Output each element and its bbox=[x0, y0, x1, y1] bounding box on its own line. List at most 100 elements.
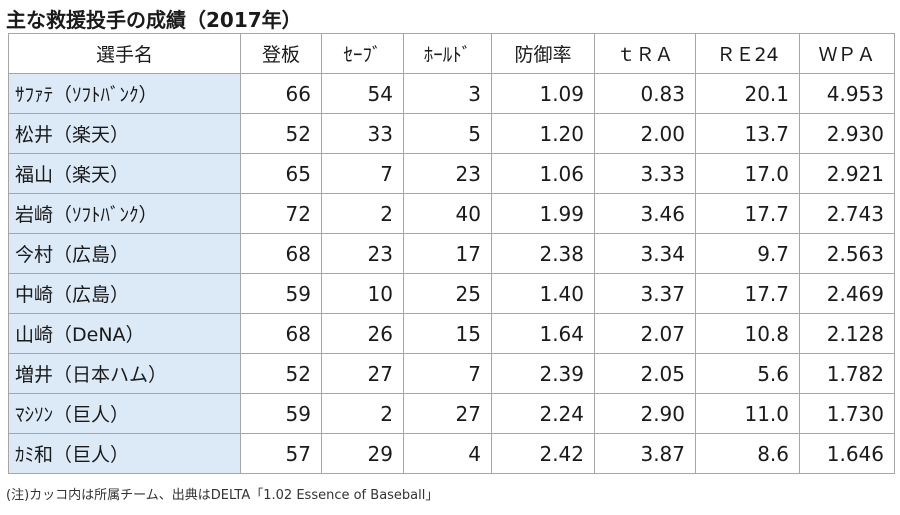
re24-cell: 8.6 bbox=[695, 433, 800, 474]
col-header-holds: ﾎｰﾙﾄﾞ bbox=[403, 33, 492, 74]
table-row: 松井（楽天） 52 33 5 1.20 2.00 13.7 2.930 bbox=[8, 113, 895, 154]
col-header-appearances: 登板 bbox=[240, 33, 322, 74]
tra-cell: 3.37 bbox=[594, 273, 696, 314]
wpa-cell: 2.469 bbox=[799, 273, 895, 314]
re24-cell: 17.7 bbox=[695, 193, 800, 234]
wpa-cell: 2.921 bbox=[799, 153, 895, 194]
re24-cell: 20.1 bbox=[695, 73, 800, 114]
appearances-cell: 52 bbox=[240, 113, 322, 154]
saves-cell: 26 bbox=[321, 313, 404, 354]
era-cell: 1.99 bbox=[491, 193, 595, 234]
tra-cell: 3.46 bbox=[594, 193, 696, 234]
re24-cell: 5.6 bbox=[695, 353, 800, 394]
table-row: 増井（日本ハム） 52 27 7 2.39 2.05 5.6 1.782 bbox=[8, 353, 895, 394]
holds-cell: 4 bbox=[403, 433, 492, 474]
col-header-name: 選手名 bbox=[8, 33, 241, 74]
col-header-wpa: ＷＰＡ bbox=[799, 33, 895, 74]
table-row: 中崎（広島） 59 10 25 1.40 3.37 17.7 2.469 bbox=[8, 273, 895, 314]
re24-cell: 17.7 bbox=[695, 273, 800, 314]
col-header-era: 防御率 bbox=[491, 33, 595, 74]
re24-cell: 10.8 bbox=[695, 313, 800, 354]
saves-cell: 2 bbox=[321, 193, 404, 234]
table-title: 主な救援投手の成績（2017年） bbox=[6, 8, 302, 32]
player-name-cell: 山崎（DeNA） bbox=[8, 313, 241, 354]
wpa-cell: 1.782 bbox=[799, 353, 895, 394]
holds-cell: 40 bbox=[403, 193, 492, 234]
tra-cell: 2.05 bbox=[594, 353, 696, 394]
era-cell: 1.64 bbox=[491, 313, 595, 354]
player-name-cell: 岩崎（ｿﾌﾄﾊﾞﾝｸ） bbox=[8, 193, 241, 234]
table-row: 岩崎（ｿﾌﾄﾊﾞﾝｸ） 72 2 40 1.99 3.46 17.7 2.743 bbox=[8, 193, 895, 234]
player-name-cell: ｶﾐ和（巨人） bbox=[8, 433, 241, 474]
holds-cell: 17 bbox=[403, 233, 492, 274]
footnote: (注)カッコ内は所属チーム、出典はDELTA「1.02 Essence of B… bbox=[6, 488, 439, 503]
col-header-tra: ｔＲＡ bbox=[594, 33, 696, 74]
tra-cell: 0.83 bbox=[594, 73, 696, 114]
col-header-re24: ＲＥ24 bbox=[695, 33, 800, 74]
era-cell: 1.20 bbox=[491, 113, 595, 154]
player-name-cell: ｻﾌｧﾃ（ｿﾌﾄﾊﾞﾝｸ） bbox=[8, 73, 241, 114]
table-row: 福山（楽天） 65 7 23 1.06 3.33 17.0 2.921 bbox=[8, 153, 895, 194]
player-name-cell: 福山（楽天） bbox=[8, 153, 241, 194]
holds-cell: 5 bbox=[403, 113, 492, 154]
appearances-cell: 52 bbox=[240, 353, 322, 394]
era-cell: 2.42 bbox=[491, 433, 595, 474]
tra-cell: 2.07 bbox=[594, 313, 696, 354]
table-row: ｶﾐ和（巨人） 57 29 4 2.42 3.87 8.6 1.646 bbox=[8, 433, 895, 474]
appearances-cell: 72 bbox=[240, 193, 322, 234]
wpa-cell: 2.930 bbox=[799, 113, 895, 154]
wpa-cell: 4.953 bbox=[799, 73, 895, 114]
tra-cell: 2.90 bbox=[594, 393, 696, 434]
appearances-cell: 57 bbox=[240, 433, 322, 474]
tra-cell: 3.34 bbox=[594, 233, 696, 274]
saves-cell: 23 bbox=[321, 233, 404, 274]
holds-cell: 3 bbox=[403, 73, 492, 114]
player-name-cell: 松井（楽天） bbox=[8, 113, 241, 154]
appearances-cell: 65 bbox=[240, 153, 322, 194]
player-name-cell: ﾏｼｿﾝ（巨人） bbox=[8, 393, 241, 434]
saves-cell: 2 bbox=[321, 393, 404, 434]
re24-cell: 9.7 bbox=[695, 233, 800, 274]
table-row: ｻﾌｧﾃ（ｿﾌﾄﾊﾞﾝｸ） 66 54 3 1.09 0.83 20.1 4.953 bbox=[8, 73, 895, 114]
tra-cell: 3.33 bbox=[594, 153, 696, 194]
table-row: 山崎（DeNA） 68 26 15 1.64 2.07 10.8 2.128 bbox=[8, 313, 895, 354]
holds-cell: 25 bbox=[403, 273, 492, 314]
re24-cell: 11.0 bbox=[695, 393, 800, 434]
appearances-cell: 59 bbox=[240, 393, 322, 434]
saves-cell: 27 bbox=[321, 353, 404, 394]
appearances-cell: 68 bbox=[240, 313, 322, 354]
holds-cell: 15 bbox=[403, 313, 492, 354]
appearances-cell: 68 bbox=[240, 233, 322, 274]
appearances-cell: 59 bbox=[240, 273, 322, 314]
wpa-cell: 2.128 bbox=[799, 313, 895, 354]
era-cell: 1.09 bbox=[491, 73, 595, 114]
era-cell: 2.38 bbox=[491, 233, 595, 274]
player-name-cell: 中崎（広島） bbox=[8, 273, 241, 314]
tra-cell: 2.00 bbox=[594, 113, 696, 154]
era-cell: 2.39 bbox=[491, 353, 595, 394]
header-row: 選手名 登板 ｾｰﾌﾞ ﾎｰﾙﾄﾞ 防御率 ｔＲＡ ＲＥ24 ＷＰＡ bbox=[8, 33, 895, 74]
saves-cell: 7 bbox=[321, 153, 404, 194]
holds-cell: 23 bbox=[403, 153, 492, 194]
re24-cell: 13.7 bbox=[695, 113, 800, 154]
table-row: ﾏｼｿﾝ（巨人） 59 2 27 2.24 2.90 11.0 1.730 bbox=[8, 393, 895, 434]
saves-cell: 10 bbox=[321, 273, 404, 314]
saves-cell: 54 bbox=[321, 73, 404, 114]
era-cell: 1.40 bbox=[491, 273, 595, 314]
re24-cell: 17.0 bbox=[695, 153, 800, 194]
appearances-cell: 66 bbox=[240, 73, 322, 114]
wpa-cell: 1.730 bbox=[799, 393, 895, 434]
holds-cell: 27 bbox=[403, 393, 492, 434]
saves-cell: 33 bbox=[321, 113, 404, 154]
era-cell: 1.06 bbox=[491, 153, 595, 194]
player-name-cell: 増井（日本ハム） bbox=[8, 353, 241, 394]
col-header-saves: ｾｰﾌﾞ bbox=[321, 33, 404, 74]
wpa-cell: 1.646 bbox=[799, 433, 895, 474]
era-cell: 2.24 bbox=[491, 393, 595, 434]
table-row: 今村（広島） 68 23 17 2.38 3.34 9.7 2.563 bbox=[8, 233, 895, 274]
saves-cell: 29 bbox=[321, 433, 404, 474]
wpa-cell: 2.743 bbox=[799, 193, 895, 234]
holds-cell: 7 bbox=[403, 353, 492, 394]
wpa-cell: 2.563 bbox=[799, 233, 895, 274]
relief-pitcher-table: 選手名 登板 ｾｰﾌﾞ ﾎｰﾙﾄﾞ 防御率 ｔＲＡ ＲＥ24 ＷＰＡ ｻﾌｧﾃ（… bbox=[8, 33, 895, 474]
